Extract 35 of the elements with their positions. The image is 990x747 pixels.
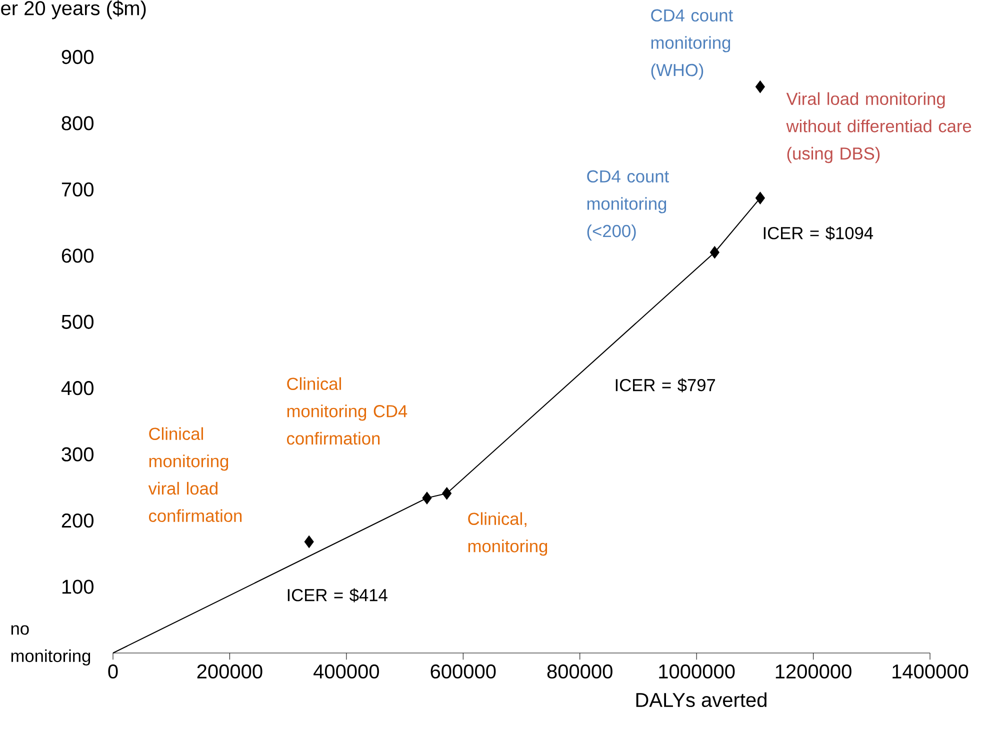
x-tick-label: 0: [108, 664, 118, 679]
annotation: CD4 count monitoring (<200): [587, 170, 669, 241]
x-tick-label: 800000: [547, 664, 612, 679]
y-tick-label: 400: [61, 381, 94, 396]
x-tick-label: 1200000: [776, 664, 852, 679]
y-tick-label: 300: [62, 447, 94, 462]
y-tick-label: 200: [62, 513, 94, 528]
y-tick-label: 700: [62, 182, 94, 197]
y-tick-label: 800: [62, 116, 94, 130]
point: [755, 80, 765, 94]
y-tick-label: 600: [62, 248, 94, 263]
point: [710, 246, 720, 259]
point: [304, 535, 314, 548]
annotation: ICER = $797: [616, 378, 716, 392]
annotation: Clinical monitoring viral load confirmation: [148, 427, 242, 522]
annotation: ICER = $1094: [764, 226, 874, 240]
text: no monitoring: [11, 625, 90, 666]
annotation: Clinical monitoring CD4 confirmation: [287, 377, 408, 445]
y-tick-label: 500: [62, 314, 94, 329]
x-tick-label: 400000: [314, 664, 379, 679]
x-axis-title: DALYs averted: [636, 692, 766, 708]
point: [422, 492, 432, 504]
x-tick-label: 1400000: [892, 664, 968, 679]
annotation: Clinical, monitoring: [468, 512, 548, 556]
point: [442, 487, 452, 500]
y-axis-title: er 20 years ($m): [1, 0, 146, 20]
x-tick-label: 600000: [430, 664, 496, 679]
point: [755, 192, 765, 204]
annotation: CD4 count monitoring (WHO): [651, 9, 733, 80]
x-tick-label: 1000000: [659, 664, 735, 679]
y-tick-label: 100: [62, 580, 94, 594]
y-tick-label: 900: [62, 50, 94, 64]
annotation: ICER = $414: [288, 588, 388, 602]
annotation: Viral load monitoring without differentiad care (using DBS): [786, 92, 972, 164]
x-tick-label: 200000: [197, 664, 262, 679]
